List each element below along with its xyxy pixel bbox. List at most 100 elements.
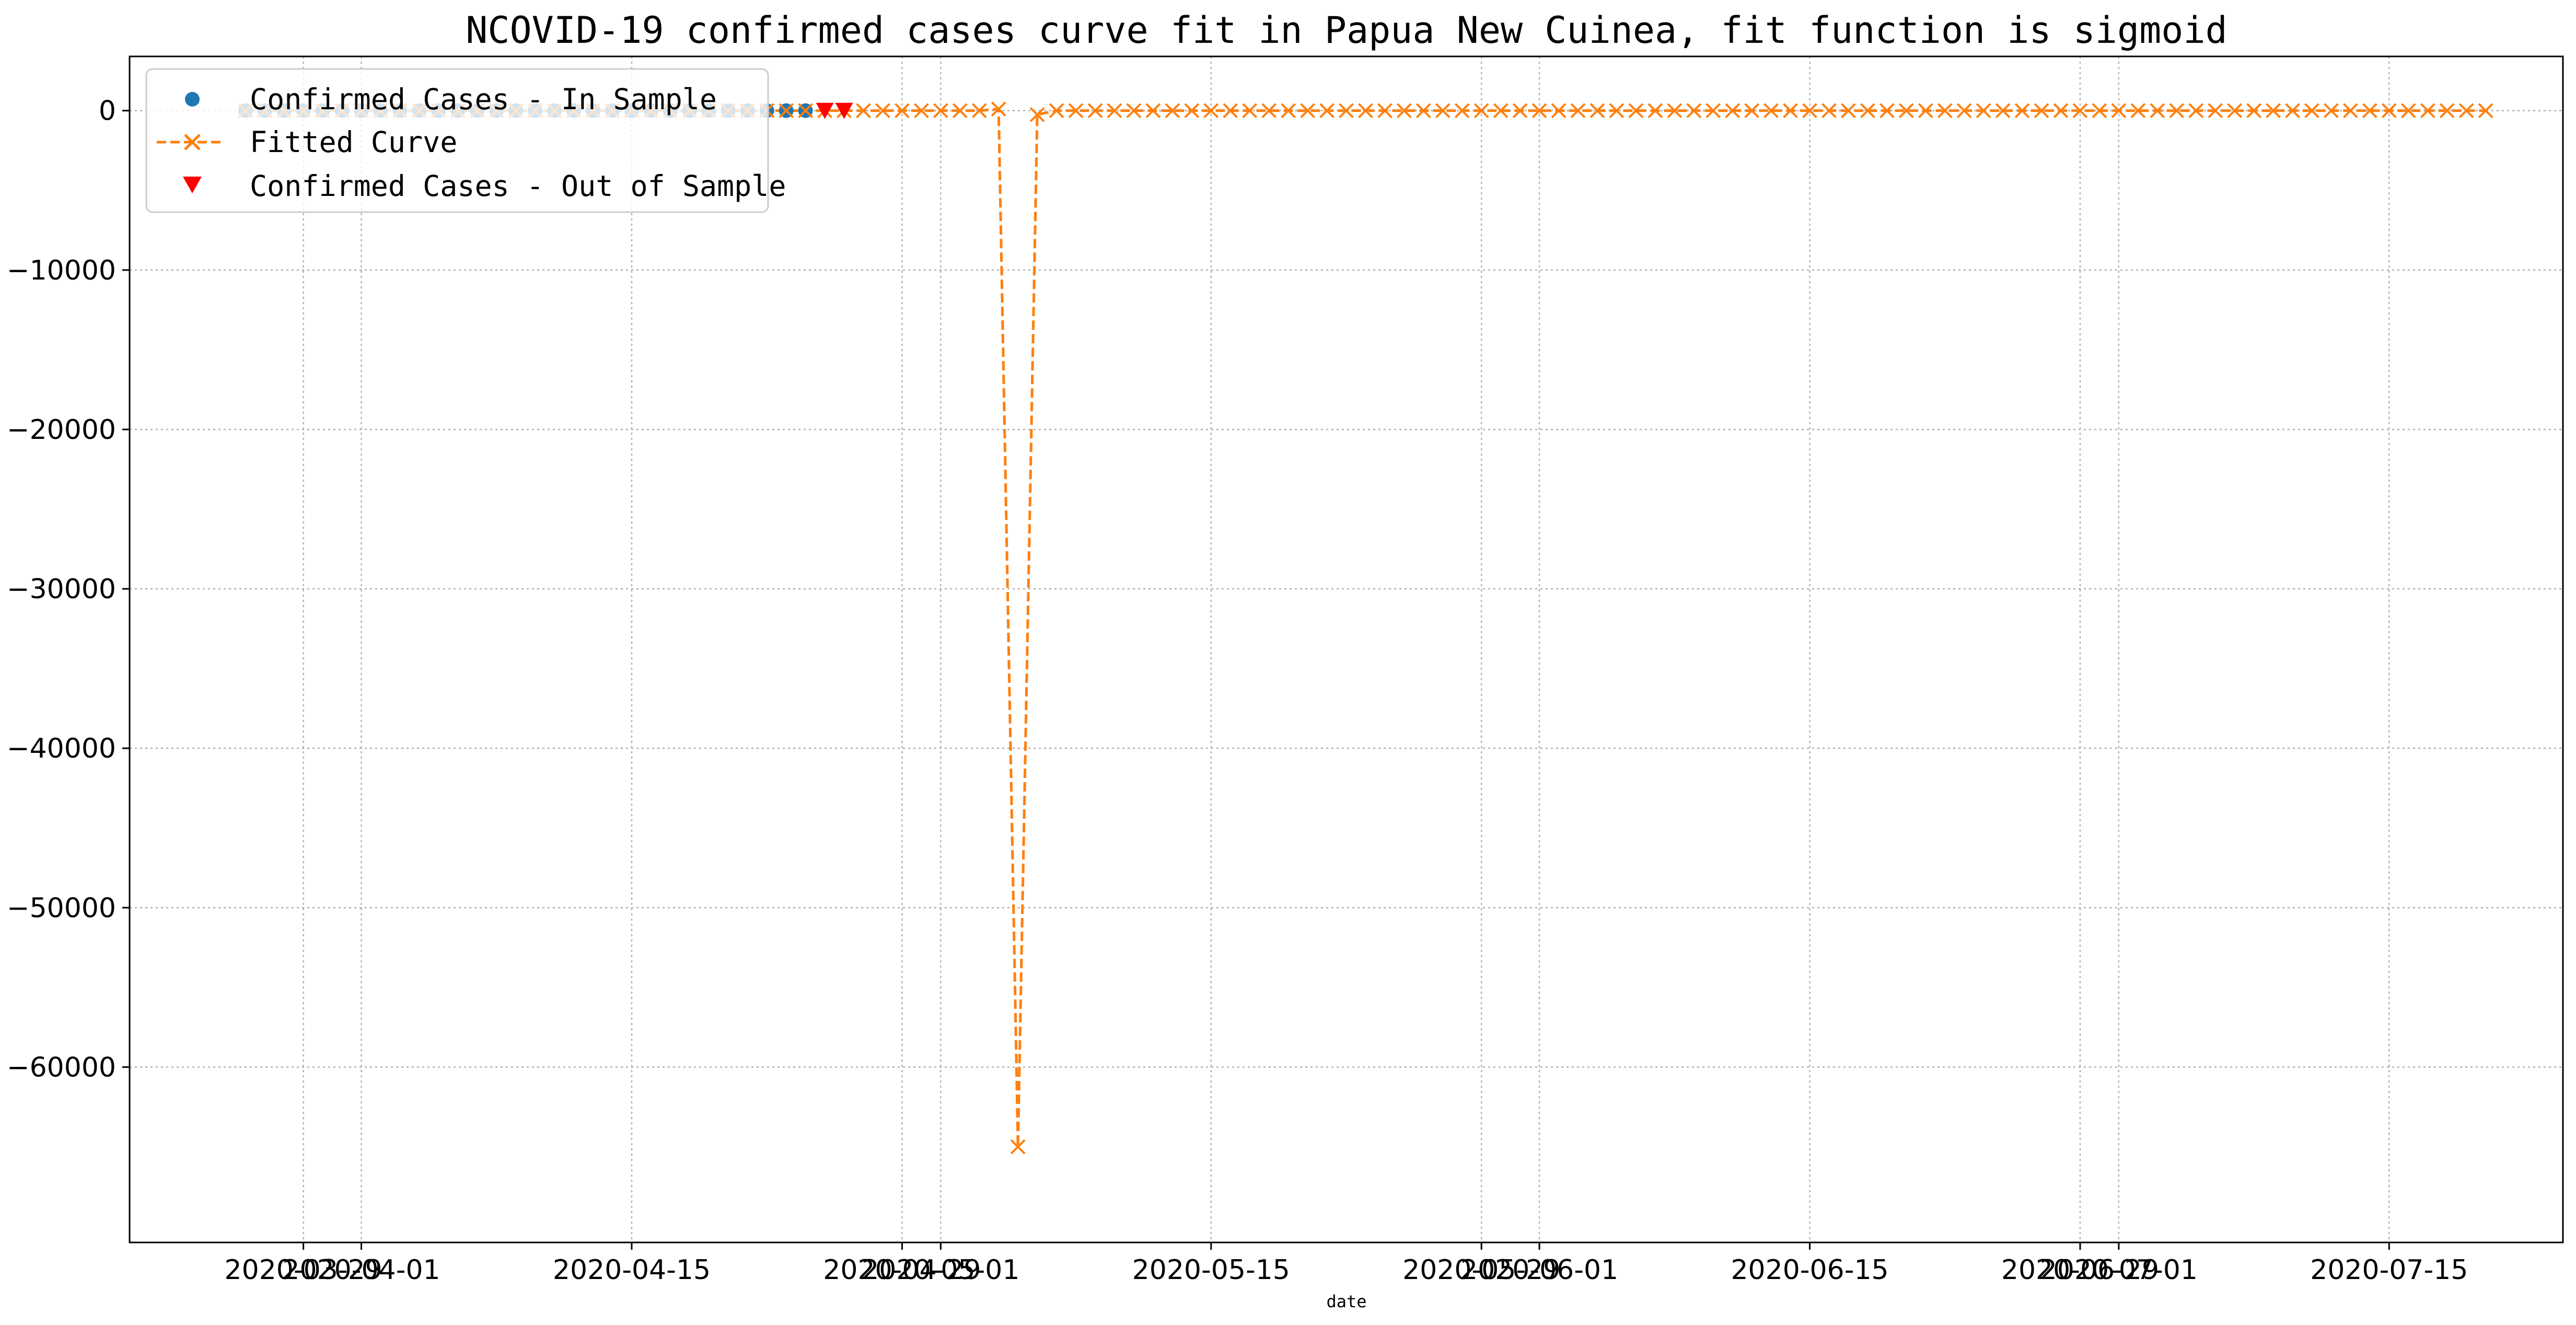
x-axis-label: date (1326, 1292, 1366, 1311)
legend-in-sample-marker (185, 92, 200, 107)
fitted-curve-marker (894, 103, 910, 119)
fitted-curve-marker (2400, 103, 2416, 119)
legend-out-sample-marker (183, 177, 202, 193)
fitted-curve-marker (1223, 103, 1238, 119)
legend-fitted-marker (184, 134, 201, 150)
fitted-curve-marker (952, 103, 968, 119)
chart-title: NCOVID-19 confirmed cases curve fit in P… (466, 9, 2227, 52)
fitted-curve-marker (1841, 103, 1856, 119)
fitted-curve-marker (1029, 107, 1045, 122)
fitted-curve-marker (1937, 103, 1953, 119)
fitted-curve-marker (2362, 103, 2377, 119)
fitted-curve-marker (1551, 103, 1567, 119)
fitted-curve-marker (1860, 103, 1875, 119)
fitted-curve-marker (1609, 103, 1624, 119)
fitted-curve-marker (2324, 103, 2339, 119)
fitted-curve-marker (1686, 103, 1702, 119)
fitted-curve-marker (798, 103, 814, 119)
fitted-curve-marker (1802, 103, 1817, 119)
fitted-curve-marker (1821, 103, 1837, 119)
fitted-curve-marker (1358, 103, 1373, 119)
fitted-curve-marker (2381, 103, 2397, 119)
fitted-curve-marker (1203, 103, 1219, 119)
fitted-curve-marker (1010, 1139, 1026, 1155)
fitted-curve-marker (1319, 103, 1335, 119)
y-tick-label: −40000 (7, 733, 116, 764)
fitted-curve-marker (1300, 103, 1315, 119)
fitted-curve-marker (1493, 103, 1509, 119)
fitted-curve-marker (1705, 103, 1721, 119)
y-tick-label: −20000 (7, 414, 116, 446)
fitted-curve-marker (1454, 103, 1470, 119)
fitted-curve-marker (1145, 103, 1161, 119)
fitted-curve-marker (1956, 103, 1972, 119)
fitted-curve-marker (1512, 103, 1528, 119)
fitted-curve-marker (2420, 103, 2435, 119)
y-tick-label: −10000 (7, 255, 116, 286)
fitted-curve-marker (913, 103, 929, 119)
fitted-curve-marker (1589, 103, 1605, 119)
fitted-curve-marker (1435, 103, 1451, 119)
fitted-curve-marker (1744, 103, 1760, 119)
fitted-curve-marker (2246, 103, 2262, 119)
fitted-curve-marker (1725, 103, 1740, 119)
fitted-curve-marker (779, 103, 794, 119)
out-of-sample-point (835, 102, 853, 119)
fitted-curve-marker (2150, 103, 2165, 119)
legend-box (145, 68, 769, 213)
fitted-curve-marker (1087, 103, 1103, 119)
fitted-curve-marker (2478, 103, 2493, 119)
fitted-curve-marker (1184, 103, 1200, 119)
fitted-curve-marker (2343, 103, 2358, 119)
fitted-curve-marker (856, 103, 871, 119)
fitted-curve-marker (2111, 103, 2127, 119)
legend-in-sample-label: Confirmed Cases - In Sample (250, 83, 717, 116)
fitted-curve-marker (971, 103, 987, 119)
fitted-curve-marker (2034, 103, 2049, 119)
legend-fitted-label: Fitted Curve (250, 125, 457, 159)
x-tick-label: 2020-03-29 (225, 1254, 382, 1286)
legend: Confirmed Cases - In Sample Fitted Curve… (145, 68, 786, 213)
fitted-curve-marker (2304, 103, 2319, 119)
x-tick-label: 2020-06-29 (2001, 1254, 2159, 1286)
fitted-curve-marker (1068, 103, 1084, 119)
y-tick-label: −60000 (7, 1052, 116, 1083)
fitted-curve-marker (1879, 103, 1895, 119)
fitted-curve-marker (2439, 103, 2455, 119)
fitted-curve-marker (1281, 103, 1296, 119)
fitted-curve-marker (1126, 103, 1142, 119)
legend-out-sample-label: Confirmed Cases - Out of Sample (250, 169, 786, 203)
y-tick-label: −50000 (7, 892, 116, 924)
x-tick-label: 2020-04-29 (823, 1254, 981, 1286)
fitted-curve-marker (1783, 103, 1798, 119)
x-tick-label: 2020-07-15 (2310, 1254, 2468, 1286)
fitted-curve-marker (1976, 103, 1991, 119)
fitted-curve-marker (2208, 103, 2223, 119)
plot-frame (129, 55, 2564, 1243)
fitted-curve-marker (1667, 103, 1682, 119)
fitted-curve-marker (1339, 103, 1354, 119)
x-tick-label: 2020-04-01 (282, 1254, 440, 1286)
fitted-curve-marker (2266, 103, 2281, 119)
fitted-curve-marker (2458, 103, 2474, 119)
x-tick-label: 2020-05-01 (862, 1254, 1019, 1286)
x-tick-label: 2020-07-01 (2040, 1254, 2198, 1286)
out-of-sample-point (816, 102, 834, 119)
fitted-curve-marker (1763, 103, 1779, 119)
y-tick-label: 0 (99, 96, 116, 127)
fitted-curve-marker (1570, 103, 1586, 119)
x-tick-label: 2020-05-29 (1402, 1254, 1560, 1286)
x-tick-label: 2020-06-01 (1460, 1254, 1618, 1286)
fitted-curve-marker (1165, 103, 1180, 119)
fitted-curve-marker (2092, 103, 2107, 119)
x-tick-label: 2020-05-15 (1132, 1254, 1290, 1286)
fitted-curve-marker (2227, 103, 2243, 119)
y-tick-label: −30000 (7, 574, 116, 605)
fitted-curve-marker (2130, 103, 2146, 119)
fitted-curve-marker (1049, 103, 1064, 119)
fitted-curve-marker (1628, 103, 1644, 119)
fitted-curve-marker (2072, 103, 2088, 119)
